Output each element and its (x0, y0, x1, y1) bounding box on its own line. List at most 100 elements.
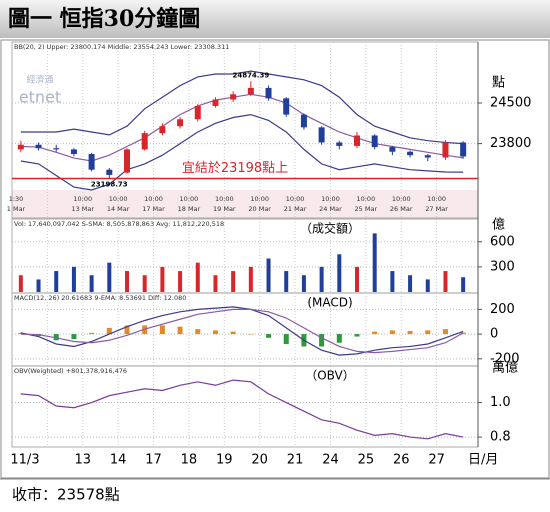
legend: Vol: 17,640,097,042 S-SMA: 8,505,878,863… (14, 220, 224, 228)
y-tick-label: -200 (490, 351, 520, 366)
chart-frame (0, 39, 550, 479)
date-label: 27 Mar (425, 205, 448, 213)
candle-body (194, 105, 201, 120)
date-label: 24 Mar (319, 205, 342, 213)
date-label: 17 Mar (142, 205, 165, 213)
candle-body (460, 142, 467, 157)
date-label: 10:00 (109, 195, 128, 203)
volume-bar (195, 262, 200, 292)
bollinger-band (20, 113, 464, 191)
candle-body (283, 98, 290, 115)
diff-bar (195, 329, 201, 335)
extreme-label: 24874.39 (232, 71, 269, 79)
volume-bar (425, 279, 430, 292)
date-label: 10:00 (321, 195, 340, 203)
candle-body (300, 114, 307, 128)
volume-bar (89, 275, 94, 292)
x-unit-label: 日/月 (468, 453, 498, 468)
candle-body (17, 144, 24, 150)
x-tick-label: 21 (287, 453, 304, 468)
volume-bar (36, 279, 41, 292)
x-tick-label: 13 (74, 453, 91, 468)
x-tick-label: 17 (145, 453, 162, 468)
x-tick-label: 25 (358, 453, 375, 468)
y-tick-label: 1.0 (490, 395, 511, 410)
x-tick-label: 11/3 (10, 453, 39, 468)
volume-bar (355, 266, 359, 292)
x-tick-label: 14 (110, 453, 127, 468)
candle-body (141, 133, 148, 150)
candle-body (336, 142, 343, 146)
volume-bar (337, 254, 342, 292)
y-tick-label: 200 (490, 302, 515, 317)
volume-bar (390, 271, 395, 292)
date-label: 10:00 (427, 195, 446, 203)
diff-bar (336, 334, 342, 343)
y-tick-label: 0 (490, 327, 498, 342)
date-label: 21 Mar (284, 205, 307, 213)
volume-bar (248, 266, 253, 292)
volume-bar (178, 271, 183, 292)
watermark: 經濟通 (26, 74, 53, 86)
date-label: 10:00 (144, 195, 163, 203)
volume-bar (443, 271, 448, 292)
date-label: 10:00 (215, 195, 234, 203)
candle-body (212, 99, 219, 106)
y-tick-label: 24500 (490, 96, 531, 111)
candle-body (442, 142, 449, 158)
diff-bar (354, 334, 360, 337)
volume-bar (160, 266, 165, 292)
volume-bar (18, 275, 23, 292)
diff-bar (442, 329, 448, 335)
candle-body (230, 94, 237, 100)
diff-bar (124, 325, 130, 335)
diff-bar (372, 331, 378, 335)
diff-bar (389, 330, 395, 335)
candle-body (177, 119, 184, 127)
volume-bar (213, 275, 218, 292)
candle-body (354, 135, 360, 146)
diff-bar (248, 334, 254, 335)
candle-body (265, 87, 272, 99)
y-tick-label: 23800 (490, 136, 531, 151)
volume-bar (54, 271, 59, 292)
diff-bar (89, 332, 95, 335)
date-label: 18 Mar (178, 205, 201, 213)
y-tick-label: 600 (490, 234, 515, 249)
legend: MACD(12, 26) 20.61683 9-EMA: 8.53691 Dif… (14, 294, 186, 302)
candle-body (88, 154, 95, 170)
y-tick-label: 300 (490, 259, 515, 274)
date-band (12, 190, 478, 218)
x-tick-label: 18 (181, 453, 198, 468)
candle-body (35, 144, 42, 149)
diff-bar (266, 334, 272, 338)
candle-body (159, 126, 166, 134)
volume-bar (231, 271, 236, 292)
date-label: 1 Mar (7, 205, 26, 213)
diff-bar (53, 334, 59, 341)
date-label: 10:00 (180, 195, 199, 203)
date-label: 20 Mar (248, 205, 271, 213)
diff-bar (319, 334, 325, 347)
candle-body (106, 169, 113, 175)
x-tick-label: 19 (216, 453, 233, 468)
candle-body (389, 147, 396, 152)
plot-area: 24500 23800 BB(20, 2) Upper: 23800.174 Mid… (7, 41, 531, 468)
bollinger-band (20, 70, 464, 145)
panel-annotation: （成交額） (300, 221, 360, 236)
candle-body (247, 87, 254, 95)
date-label: 10:00 (286, 195, 305, 203)
stop-annotation: 宜結於23198點上 (182, 160, 288, 176)
candle-body (407, 151, 414, 156)
x-tick-label: 20 (251, 453, 268, 468)
candle-body (371, 135, 378, 148)
footer: 收市：23578點 (12, 486, 120, 504)
volume-bar (107, 262, 112, 292)
volume-bar (125, 271, 129, 292)
x-tick-label: 27 (428, 453, 445, 468)
diff-bar (407, 331, 413, 335)
diff-bar (425, 330, 431, 335)
date-label: 26 Mar (390, 205, 413, 213)
unit-label: 點 (492, 76, 505, 91)
